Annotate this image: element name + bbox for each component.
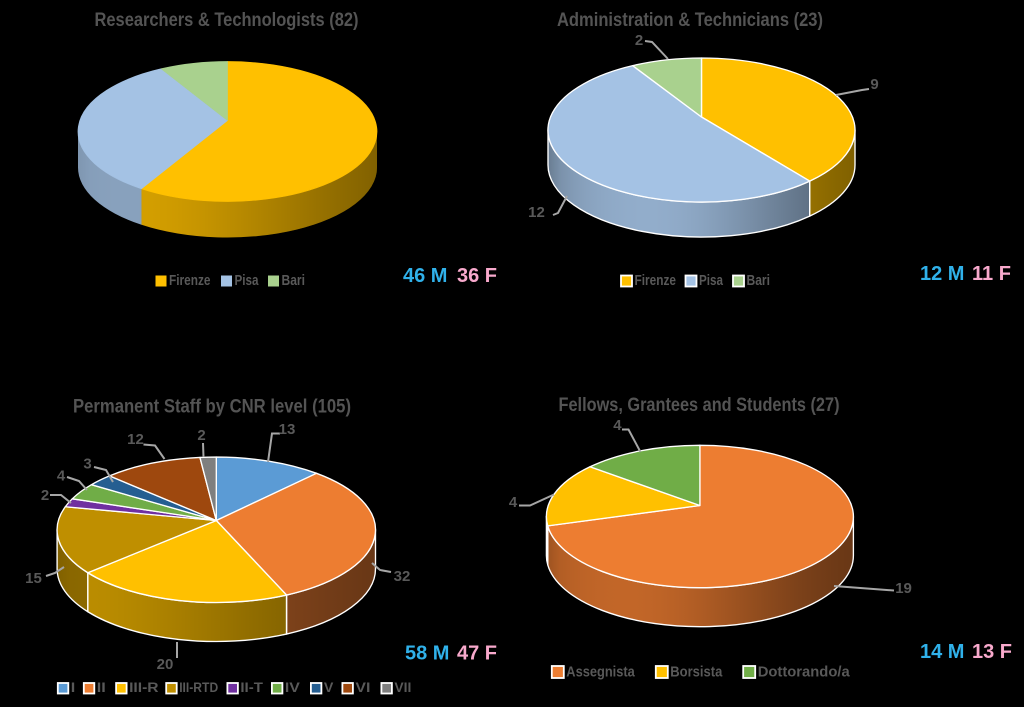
svg-text:14 M: 14 M [920,641,964,663]
svg-text:Dottorando/a: Dottorando/a [758,664,851,681]
svg-text:Administration & Technicians (: Administration & Technicians (23) [557,10,823,31]
svg-text:Bari: Bari [282,273,306,289]
svg-text:II: II [97,680,106,695]
svg-text:13: 13 [279,421,296,438]
svg-text:2: 2 [635,32,643,49]
svg-text:4: 4 [613,417,622,434]
svg-text:Permanent Staff by CNR level (: Permanent Staff by CNR level (105) [73,397,351,418]
svg-text:19: 19 [895,580,912,597]
svg-text:IV: IV [285,680,300,695]
svg-text:20: 20 [157,656,174,673]
svg-text:2: 2 [41,487,49,504]
svg-text:Firenze: Firenze [635,273,677,289]
svg-text:II-T: II-T [240,680,263,695]
svg-text:9: 9 [870,76,878,93]
svg-text:2: 2 [197,427,205,444]
svg-text:32: 32 [394,568,411,585]
svg-text:Borsista: Borsista [670,664,723,681]
svg-text:4: 4 [57,468,66,485]
svg-text:Fellows, Grantees and Students: Fellows, Grantees and Students (27) [559,395,840,416]
svg-text:12: 12 [127,431,144,448]
svg-text:Pisa: Pisa [235,273,260,289]
svg-text:III-R: III-R [129,680,159,695]
svg-text:Firenze: Firenze [169,273,211,289]
svg-text:11 F: 11 F [972,263,1011,285]
svg-text:III-RTD: III-RTD [179,680,218,695]
svg-text:VII: VII [394,680,411,695]
svg-text:Bari: Bari [747,273,771,289]
svg-text:46 M: 46 M [403,265,447,287]
svg-text:36 F: 36 F [457,265,497,287]
svg-text:13 F: 13 F [972,641,1012,663]
svg-text:3: 3 [83,456,91,473]
svg-text:Researchers & Technologists (8: Researchers & Technologists (82) [95,10,359,31]
svg-text:Assegnista: Assegnista [566,664,635,681]
svg-text:VI: VI [355,680,370,695]
svg-text:I: I [71,680,76,695]
svg-text:12: 12 [528,204,545,221]
svg-text:Pisa: Pisa [699,273,724,289]
svg-text:58 M: 58 M [405,643,449,665]
svg-text:12 M: 12 M [920,263,964,285]
svg-text:V: V [324,680,334,695]
svg-text:47 F: 47 F [457,643,497,665]
svg-text:15: 15 [25,570,42,587]
svg-text:4: 4 [509,494,518,511]
